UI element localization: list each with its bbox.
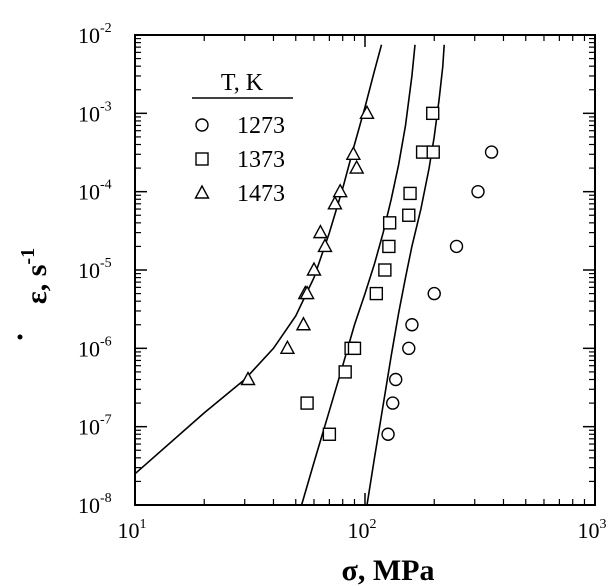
- marker-triangle-1473: [317, 237, 333, 253]
- marker-square-1373: [378, 263, 392, 277]
- marker-square-1373: [426, 145, 440, 159]
- y-tick-label: 10-4: [78, 178, 112, 205]
- fit-curve-2: [300, 44, 416, 505]
- y-axis-label-dot: [17, 334, 23, 340]
- marker-circle-1273: [386, 396, 400, 410]
- marker-square-1373: [322, 427, 337, 441]
- legend: T, K 1273 1373 1473: [192, 70, 293, 207]
- marker-circle-1273: [405, 318, 419, 332]
- fit-curves: [135, 44, 445, 505]
- marker-circle-1273: [449, 239, 464, 254]
- y-tick-label: 10-6: [78, 334, 112, 361]
- marker-square-1373: [403, 186, 417, 201]
- marker-square-1373: [382, 216, 397, 230]
- marker-triangle-1473: [327, 195, 343, 210]
- fit-curve-1: [135, 44, 383, 475]
- x-tick-label: 102: [348, 517, 377, 543]
- data-markers: [240, 104, 499, 441]
- marker-square-1373: [369, 286, 384, 301]
- marker-circle-1273: [471, 184, 485, 199]
- x-tick-label: 103: [578, 517, 607, 543]
- marker-square-1373: [338, 365, 352, 379]
- y-tick-label: 10-3: [78, 99, 112, 126]
- marker-triangle-1473: [279, 339, 296, 355]
- marker-triangle-1473: [295, 316, 312, 331]
- legend-marker-square: [195, 152, 209, 166]
- legend-marker-triangle: [194, 184, 210, 199]
- marker-circle-1273: [381, 427, 395, 441]
- marker-triangle-1473: [306, 261, 322, 276]
- y-axis-ticks: 10-8 10-7 10-6 10-5 10-4 10-3 10-2: [78, 21, 595, 518]
- x-axis-ticks: 101 102 103: [118, 35, 607, 543]
- marker-triangle-1473: [348, 159, 365, 174]
- marker-triangle-1473: [240, 371, 256, 386]
- y-tick-label: 10-7: [78, 413, 112, 440]
- marker-triangle-1473: [312, 224, 329, 239]
- legend-entry-1473: 1473: [237, 181, 285, 207]
- fit-curve-3: [366, 44, 445, 505]
- marker-triangle-1473: [345, 145, 362, 160]
- legend-entry-1373: 1373: [237, 147, 285, 173]
- marker-circle-1273: [484, 145, 499, 159]
- marker-triangle-1473: [332, 183, 348, 198]
- legend-title: T, K: [221, 70, 264, 96]
- marker-triangle-1473: [299, 285, 315, 300]
- x-tick-label: 101: [118, 517, 147, 543]
- svg-text:ε, s-1: ε, s-1: [17, 248, 53, 304]
- marker-square-1373: [382, 239, 396, 254]
- marker-triangle-1473: [359, 104, 375, 120]
- marker-circle-1273: [389, 372, 403, 387]
- marker-circle-1273: [427, 286, 441, 301]
- marker-square-1373: [402, 208, 416, 222]
- y-tick-label: 10-5: [78, 256, 112, 283]
- y-tick-label: 10-2: [78, 21, 112, 48]
- marker-circle-1273: [402, 341, 416, 356]
- marker-square-1373: [300, 396, 314, 410]
- y-axis-label: ε, s-1: [17, 248, 53, 340]
- legend-marker-circle: [195, 118, 209, 132]
- marker-square-1373: [426, 106, 440, 121]
- marker-square-1373: [347, 341, 362, 356]
- legend-entry-1273: 1273: [237, 113, 285, 139]
- x-axis-label: σ, MPa: [342, 554, 435, 586]
- y-tick-label: 10-8: [78, 491, 112, 518]
